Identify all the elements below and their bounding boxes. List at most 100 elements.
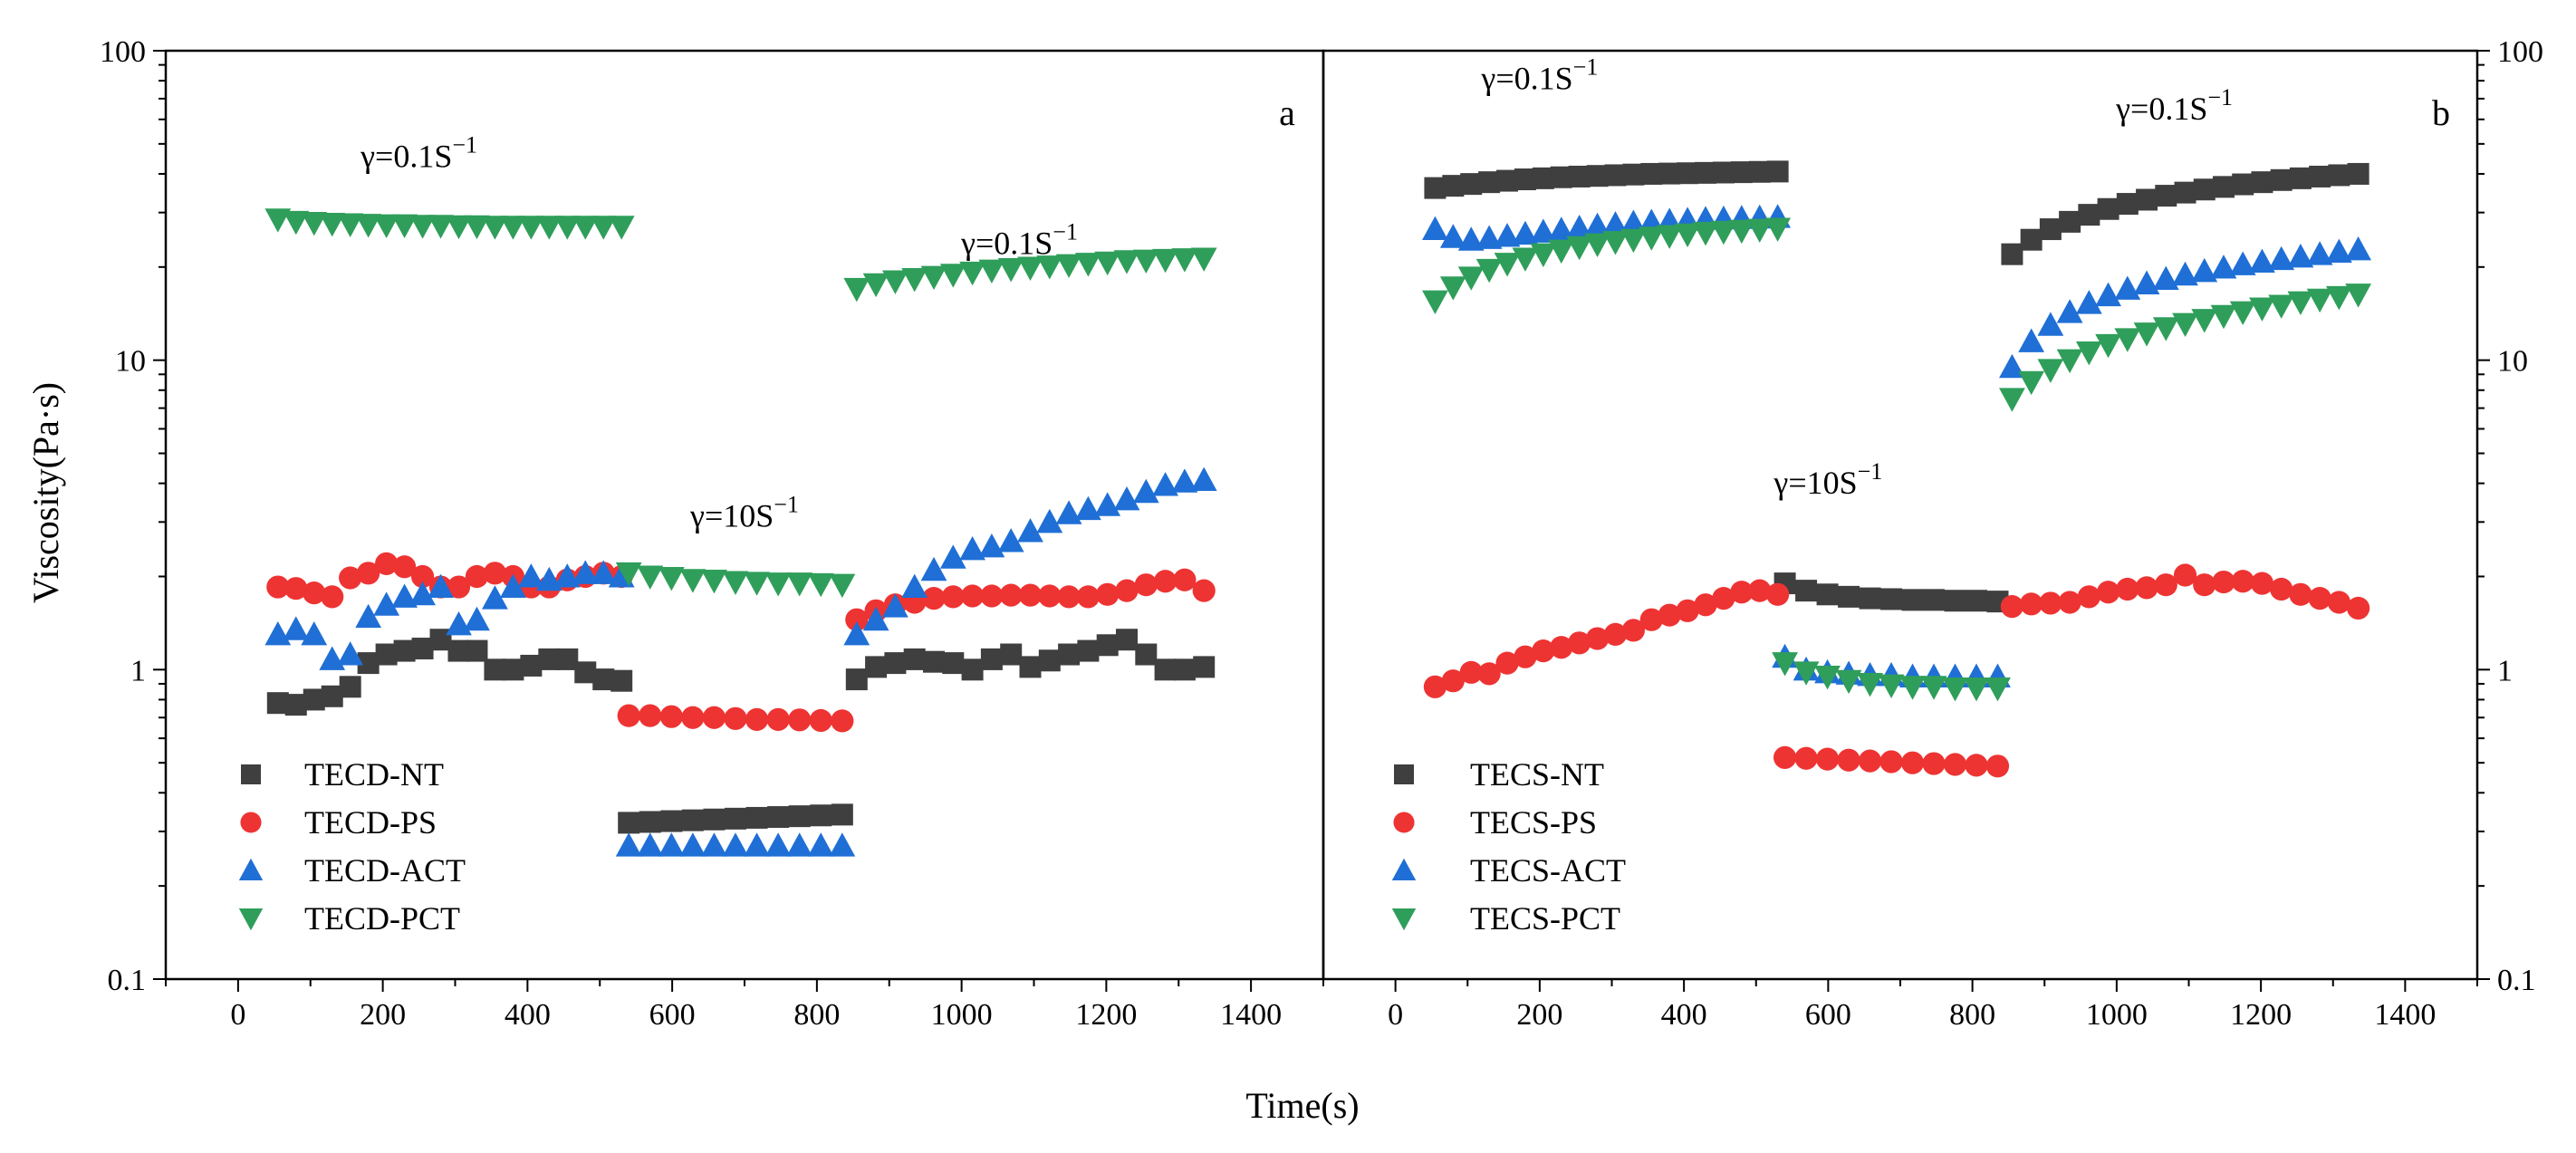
data-point — [1096, 582, 1120, 606]
data-point — [639, 704, 662, 727]
data-point — [500, 216, 526, 240]
data-point — [373, 214, 400, 239]
data-point — [1814, 665, 1841, 690]
series-TECS-PS — [1423, 563, 2370, 778]
data-point — [1475, 225, 1503, 249]
data-point — [679, 569, 706, 593]
data-point — [2191, 309, 2218, 333]
data-point — [1942, 677, 1968, 702]
data-point — [2078, 204, 2100, 226]
data-point — [2309, 165, 2331, 187]
data-point — [572, 560, 599, 584]
data-point — [2347, 596, 2370, 620]
data-point — [1794, 746, 1818, 770]
data-point — [1494, 253, 1521, 277]
data-point — [1532, 639, 1555, 663]
legend-label: TECS-NT — [1470, 756, 1604, 793]
data-point — [939, 264, 966, 288]
data-point — [553, 216, 581, 240]
data-point — [1568, 631, 1591, 655]
legend-marker — [1391, 858, 1417, 880]
data-point — [1019, 656, 1042, 678]
data-point — [1134, 573, 1158, 597]
data-point — [1901, 589, 1924, 611]
data-point — [745, 707, 769, 731]
data-point — [941, 585, 965, 609]
data-point — [482, 216, 508, 240]
data-point — [1922, 752, 1946, 775]
data-point — [500, 573, 526, 599]
data-point — [744, 832, 770, 857]
data-point — [1728, 219, 1755, 245]
x-tick-label: 200 — [360, 998, 406, 1032]
legend-label: TECD-PCT — [304, 900, 460, 937]
data-point — [2116, 193, 2139, 216]
legend-marker — [238, 908, 264, 931]
data-point — [1173, 658, 1196, 681]
data-point — [2133, 322, 2160, 347]
series-TECD-PCT — [264, 208, 1217, 599]
data-point — [1766, 160, 1789, 183]
data-point — [1116, 629, 1139, 651]
data-point — [1859, 587, 1881, 610]
series-TECS-ACT — [1422, 204, 2372, 687]
data-point — [764, 832, 792, 857]
data-point — [1766, 582, 1790, 606]
data-point — [829, 573, 856, 599]
data-point — [2251, 171, 2273, 194]
data-point — [337, 213, 364, 237]
x-tick-label: 1400 — [2374, 998, 2436, 1032]
data-point — [1512, 220, 1539, 245]
data-point — [2152, 317, 2179, 341]
data-point — [1638, 226, 1665, 251]
data-point — [1000, 643, 1023, 666]
data-point — [2289, 582, 2312, 606]
data-point — [446, 215, 472, 240]
data-point — [2287, 243, 2314, 268]
data-point — [745, 806, 768, 829]
data-point — [1190, 466, 1217, 491]
data-point — [410, 564, 435, 589]
data-point — [590, 560, 617, 584]
data-point — [1076, 585, 1101, 609]
data-point — [1878, 674, 1905, 699]
data-point — [1094, 251, 1121, 276]
data-point — [1676, 599, 1699, 622]
data-point — [1746, 218, 1773, 244]
data-point — [409, 581, 436, 606]
data-point — [1036, 508, 1063, 533]
data-point — [339, 566, 362, 590]
data-point — [1422, 290, 1448, 315]
data-point — [1038, 584, 1062, 608]
data-point — [1838, 585, 1860, 608]
data-point — [2001, 243, 2023, 265]
series-TECS-PCT — [1422, 217, 2372, 702]
data-point — [2268, 294, 2295, 319]
legend-label: TECS-PS — [1470, 804, 1597, 841]
data-point — [1900, 751, 1925, 774]
data-point — [1772, 652, 1798, 677]
data-point — [788, 708, 812, 732]
data-point — [766, 707, 790, 731]
data-point — [2018, 370, 2045, 396]
data-point — [1057, 585, 1081, 609]
data-point — [1880, 588, 1903, 610]
data-point — [2210, 255, 2237, 279]
data-point — [1441, 669, 1465, 693]
data-point — [1550, 636, 1573, 659]
data-point — [843, 621, 870, 646]
data-point — [615, 562, 642, 587]
data-point — [862, 606, 889, 631]
x-tick-label: 400 — [1661, 998, 1707, 1032]
data-point — [337, 641, 364, 666]
data-point — [339, 676, 361, 698]
data-point — [1584, 233, 1610, 258]
data-point — [722, 571, 749, 595]
data-point — [2037, 312, 2064, 336]
data-point — [517, 563, 544, 588]
data-point — [701, 570, 727, 594]
y-axis-title: Viscosity(Pa·s) — [25, 382, 66, 603]
data-point — [1171, 248, 1198, 273]
data-point — [997, 258, 1024, 283]
data-point — [1710, 220, 1737, 245]
